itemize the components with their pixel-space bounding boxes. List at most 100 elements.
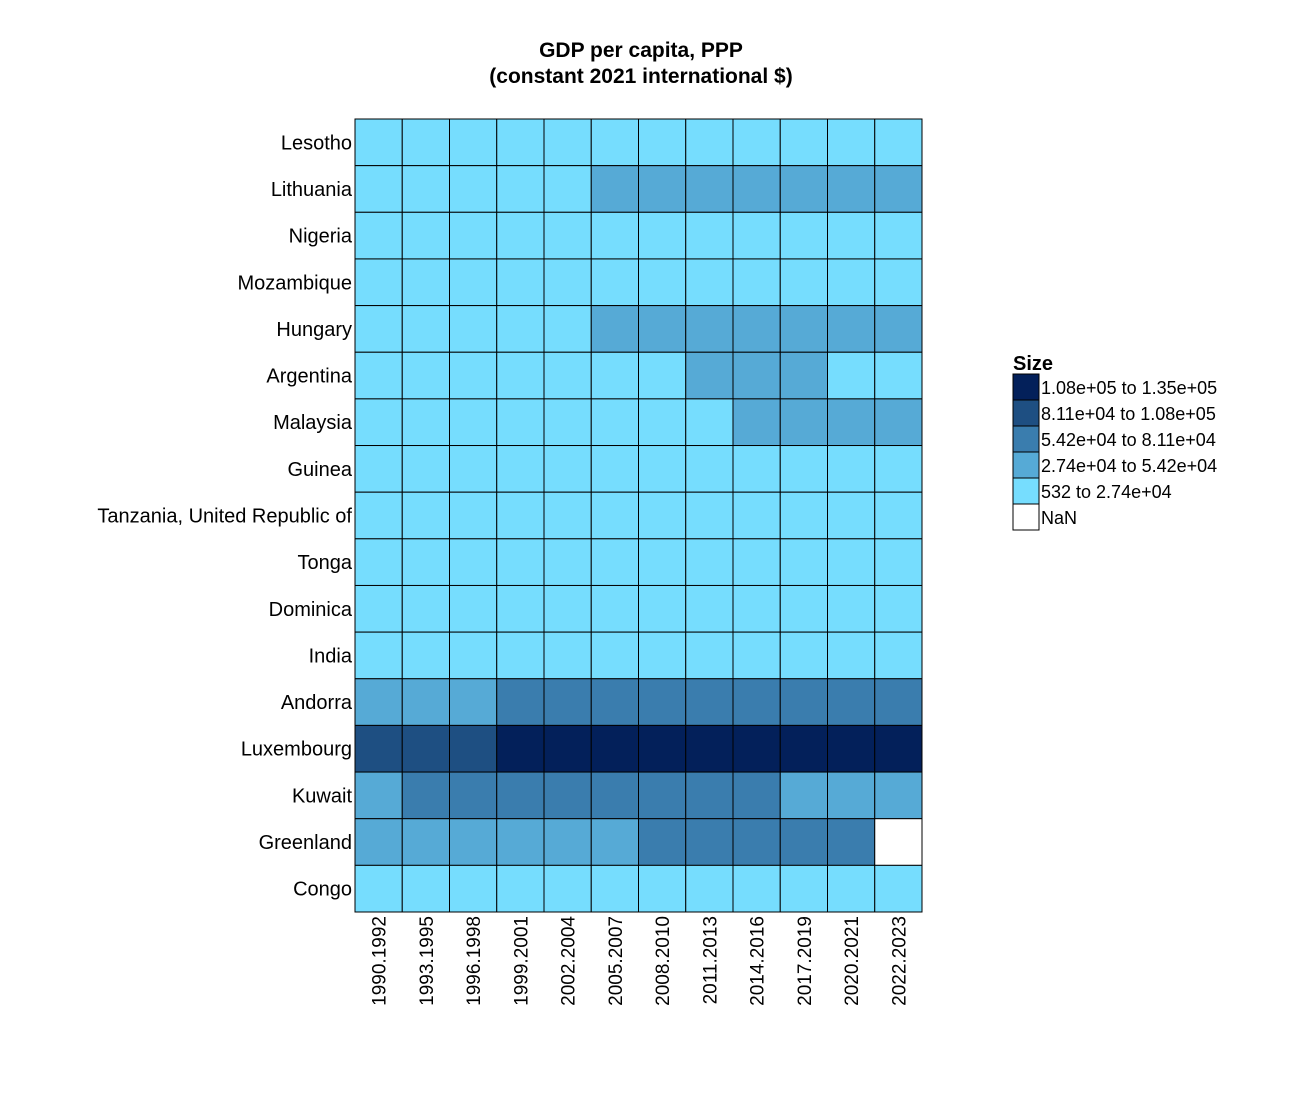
heatmap-cell <box>732 584 781 633</box>
row-label: Lesotho <box>281 132 352 154</box>
chart-title-line1: GDP per capita, PPP <box>539 39 743 62</box>
heatmap-cell <box>354 491 403 540</box>
heatmap-cell <box>685 678 734 726</box>
heatmap-cell <box>354 258 403 307</box>
heatmap-cell <box>779 818 828 866</box>
heatmap-cell <box>590 398 639 447</box>
heatmap-cell <box>543 771 592 820</box>
heatmap-cell <box>590 445 639 493</box>
heatmap-cell <box>496 491 545 540</box>
heatmap-cell <box>638 211 687 260</box>
heatmap-cell <box>354 631 403 680</box>
heatmap-cell <box>401 678 450 726</box>
heatmap-cell <box>401 398 450 447</box>
heatmap-cell <box>496 818 545 866</box>
heatmap-cell <box>449 771 498 820</box>
heatmap-cell <box>543 305 592 353</box>
heatmap-cell <box>590 771 639 820</box>
heatmap-cell <box>638 491 687 540</box>
heatmap-cell <box>827 305 876 353</box>
heatmap-cell <box>779 584 828 633</box>
heatmap-cell <box>685 305 734 353</box>
heatmap-cell <box>543 631 592 680</box>
column-label: 2020.2021 <box>842 916 863 1006</box>
heatmap-cell <box>779 118 828 167</box>
heatmap-cell <box>827 631 876 680</box>
heatmap-cell <box>590 584 639 633</box>
heatmap-cell <box>401 211 450 260</box>
heatmap-cell <box>496 724 545 773</box>
heatmap-cell <box>543 445 592 493</box>
legend-label: NaN <box>1041 508 1077 528</box>
heatmap-cell <box>449 724 498 773</box>
heatmap-cell <box>496 864 545 913</box>
heatmap-cell <box>827 211 876 260</box>
row-label: Tonga <box>298 552 353 574</box>
heatmap-cell <box>827 818 876 866</box>
heatmap-cell <box>590 538 639 586</box>
heatmap-cell <box>449 258 498 307</box>
heatmap-cell <box>685 211 734 260</box>
heatmap-cell <box>401 165 450 213</box>
heatmap-cell <box>779 258 828 307</box>
heatmap-cell <box>638 398 687 447</box>
heatmap-cell <box>401 491 450 540</box>
heatmap-cell <box>874 631 923 680</box>
heatmap-cell <box>685 584 734 633</box>
heatmap-cell <box>449 445 498 493</box>
heatmap-cell <box>874 211 923 260</box>
heatmap-cell <box>401 724 450 773</box>
heatmap-cell <box>685 165 734 213</box>
heatmap-cell <box>732 398 781 447</box>
heatmap-cell <box>543 165 592 213</box>
heatmap-cell <box>638 118 687 167</box>
heatmap-cell <box>874 118 923 167</box>
heatmap-cell <box>685 771 734 820</box>
heatmap-cell <box>874 724 923 773</box>
row-label: Lithuania <box>271 179 353 201</box>
heatmap-cell <box>638 351 687 400</box>
heatmap-cell <box>827 118 876 167</box>
legend-title: Size <box>1013 353 1053 375</box>
heatmap-cell <box>354 771 403 820</box>
heatmap-cell <box>779 351 828 400</box>
heatmap-cell <box>874 771 923 820</box>
heatmap-cell <box>732 724 781 773</box>
heatmap-cell <box>827 724 876 773</box>
heatmap-cell <box>827 351 876 400</box>
heatmap-cell <box>827 538 876 586</box>
column-label: 2005.2007 <box>606 916 627 1006</box>
heatmap-cell <box>401 864 450 913</box>
heatmap-cell <box>496 211 545 260</box>
heatmap-cell <box>543 724 592 773</box>
heatmap-cell <box>543 258 592 307</box>
heatmap-cell <box>779 165 828 213</box>
row-label: Kuwait <box>292 785 352 807</box>
heatmap-cell <box>590 724 639 773</box>
heatmap-cell <box>449 398 498 447</box>
heatmap-cell <box>732 864 781 913</box>
heatmap-cell <box>638 818 687 866</box>
heatmap-cell <box>401 305 450 353</box>
heatmap-cell <box>732 678 781 726</box>
heatmap-cell <box>638 771 687 820</box>
row-label: Malaysia <box>273 412 353 434</box>
heatmap-cell <box>354 305 403 353</box>
row-label: Dominica <box>269 599 353 621</box>
row-label: India <box>309 645 353 667</box>
heatmap-cell <box>543 351 592 400</box>
heatmap-cell <box>874 445 923 493</box>
row-label: Mozambique <box>237 272 352 294</box>
heatmap-cell <box>874 165 923 213</box>
heatmap-cell <box>874 305 923 353</box>
heatmap-cell <box>401 771 450 820</box>
heatmap-cell <box>732 118 781 167</box>
heatmap-cell <box>496 118 545 167</box>
heatmap-cell <box>543 538 592 586</box>
heatmap-cell <box>449 864 498 913</box>
heatmap-cell <box>496 584 545 633</box>
heatmap-cell <box>543 584 592 633</box>
heatmap-cell <box>685 258 734 307</box>
heatmap-cell <box>496 445 545 493</box>
